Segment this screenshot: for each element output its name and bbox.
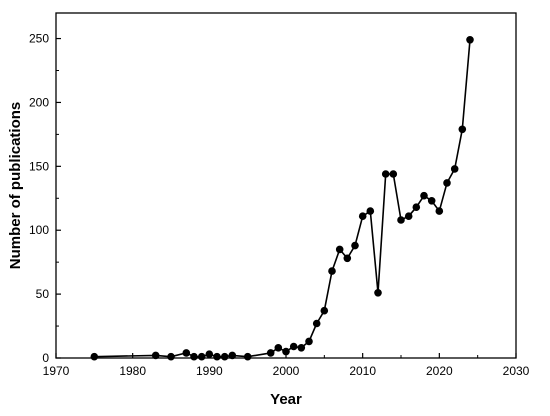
- y-tick-label: 150: [29, 159, 49, 173]
- x-tick-label: 2000: [273, 364, 300, 378]
- data-point: [466, 36, 474, 44]
- data-point: [412, 203, 421, 211]
- x-axis-title: Year: [270, 391, 302, 408]
- series-line: [94, 39, 471, 358]
- data-point: [351, 241, 359, 250]
- data-point: [228, 351, 237, 360]
- y-axis-ticks: 0 50 100 150 200 250: [29, 32, 61, 365]
- data-point: [151, 351, 160, 360]
- data-point: [266, 349, 275, 357]
- data-point: [443, 179, 451, 187]
- data-point: [197, 352, 206, 361]
- x-axis-ticks: 1970 1980 1990 2000 2010 2020 2030: [43, 353, 530, 378]
- data-point: [167, 352, 175, 361]
- data-point: [335, 245, 344, 254]
- data-point: [305, 337, 313, 346]
- data-point: [289, 342, 298, 351]
- data-point: [213, 352, 221, 361]
- y-tick-label: 0: [42, 351, 49, 365]
- x-tick-label: 2020: [426, 364, 453, 378]
- x-tick-label: 1980: [119, 364, 146, 378]
- y-tick-label: 50: [36, 287, 50, 301]
- data-point: [397, 216, 405, 224]
- data-point: [366, 207, 375, 215]
- data-point: [458, 125, 467, 134]
- x-tick-label: 2030: [503, 364, 530, 378]
- data-point: [420, 191, 428, 200]
- data-point: [243, 352, 252, 361]
- data-point: [205, 350, 214, 359]
- data-point: [381, 170, 390, 178]
- data-point: [297, 344, 306, 352]
- data-point: [358, 212, 367, 220]
- data-point: [427, 197, 436, 205]
- data-point: [389, 170, 398, 178]
- x-tick-label: 1970: [43, 364, 70, 378]
- data-point: [182, 349, 191, 357]
- data-point: [328, 267, 336, 275]
- data-point: [90, 352, 99, 361]
- data-point: [312, 319, 321, 328]
- data-point: [220, 352, 229, 361]
- x-tick-label: 1990: [196, 364, 223, 378]
- y-tick-label: 200: [29, 95, 49, 109]
- data-point: [320, 306, 329, 315]
- data-point: [404, 212, 413, 220]
- y-tick-label: 100: [29, 223, 49, 237]
- data-point: [343, 254, 352, 263]
- data-points: [90, 36, 474, 361]
- data-point: [450, 165, 459, 173]
- data-point: [282, 347, 290, 356]
- data-point: [190, 352, 198, 361]
- y-axis-title: Number of publications: [7, 102, 24, 270]
- x-tick-label: 2010: [349, 364, 376, 378]
- data-point: [374, 289, 382, 297]
- y-tick-label: 250: [29, 32, 49, 46]
- data-point: [274, 344, 283, 352]
- data-point: [435, 207, 444, 215]
